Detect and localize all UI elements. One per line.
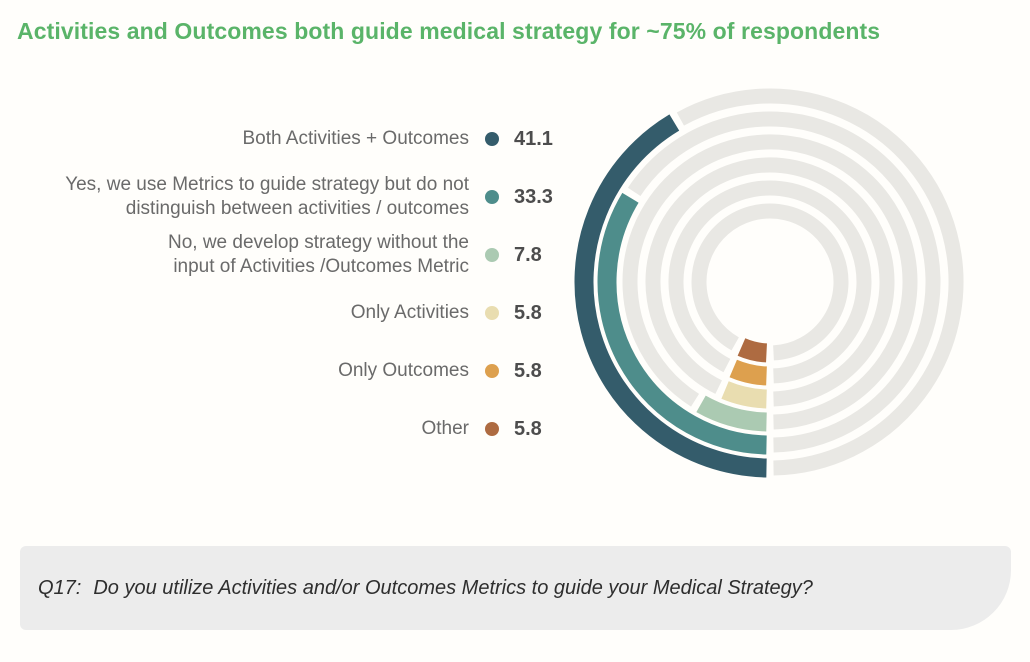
legend-row: Only Activities 5.8 xyxy=(0,284,560,342)
legend-label: Only Activities xyxy=(350,302,469,323)
ring-track xyxy=(627,111,941,453)
legend-dot xyxy=(485,364,499,378)
question-bar: Q17: Do you utilize Activities and/or Out… xyxy=(20,546,1011,630)
legend-value: 33.3 xyxy=(514,185,553,208)
question-text: Q17: Do you utilize Activities and/or Out… xyxy=(38,577,813,600)
ring-bar xyxy=(737,338,768,363)
ring-bar xyxy=(729,359,768,386)
legend-dot xyxy=(485,422,499,436)
ring-bar xyxy=(721,381,768,409)
ring-track xyxy=(645,157,895,407)
legend-value: 5.8 xyxy=(514,301,542,324)
ring-track xyxy=(622,134,918,430)
legend-value: 7.8 xyxy=(514,243,542,266)
legend-label: Other xyxy=(421,418,469,439)
legend-row: Yes, we use Metrics to guide strategy bu… xyxy=(0,168,560,226)
legend-label: Only Outcomes xyxy=(338,360,469,381)
legend: Both Activities + Outcomes 41.1 Yes, we us… xyxy=(0,110,560,458)
radial-chart-container xyxy=(570,82,970,482)
question-number: Q17: xyxy=(38,576,82,599)
legend-label: No, we develop strategy without the input… xyxy=(167,232,469,277)
page-title: Activities and Outcomes both guide medic… xyxy=(17,18,881,44)
legend-row: Both Activities + Outcomes 41.1 xyxy=(0,110,560,168)
ring-track xyxy=(668,180,872,384)
question-label: Do you utilize Activities and/or Outcome… xyxy=(93,576,813,599)
ring-bar xyxy=(696,395,768,432)
legend-dot xyxy=(485,248,499,262)
ring-track xyxy=(691,203,849,361)
legend-value: 5.8 xyxy=(514,417,542,440)
legend-dot xyxy=(485,306,499,320)
radial-chart xyxy=(574,88,964,478)
legend-dot xyxy=(485,132,499,146)
legend-label: Both Activities + Outcomes xyxy=(242,128,469,149)
legend-value: 5.8 xyxy=(514,359,542,382)
legend-row: No, we develop strategy without the input… xyxy=(0,226,560,284)
ring-track xyxy=(676,88,964,476)
legend-label: Yes, we use Metrics to guide strategy bu… xyxy=(65,174,469,219)
ring-bar xyxy=(597,192,767,455)
ring-bar xyxy=(574,114,767,478)
legend-row: Only Outcomes 5.8 xyxy=(0,342,560,400)
legend-row: Other 5.8 xyxy=(0,400,560,458)
legend-dot xyxy=(485,190,499,204)
legend-value: 41.1 xyxy=(514,127,553,150)
